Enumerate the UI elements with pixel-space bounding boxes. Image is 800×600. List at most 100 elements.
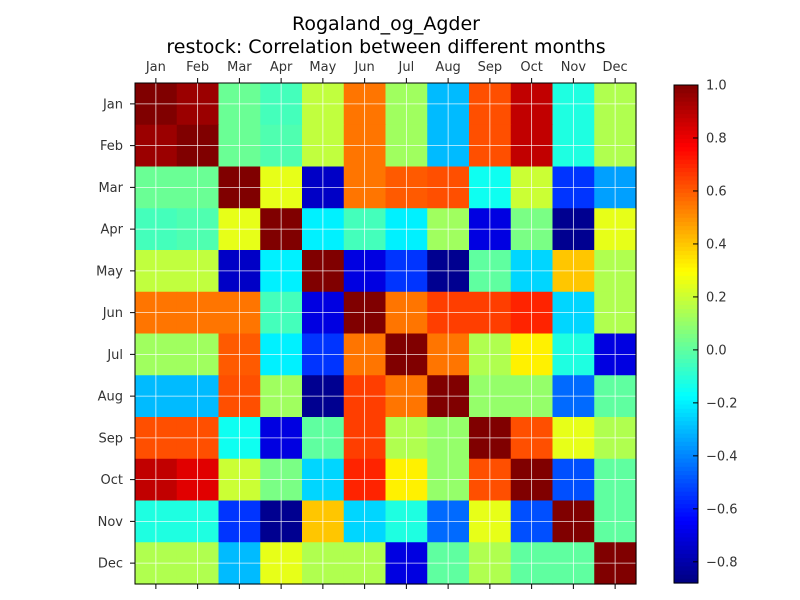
colorbar-tick-label: 0.0: [706, 343, 727, 358]
colorbar-segment: [674, 387, 698, 393]
colorbar-segment: [674, 267, 698, 273]
colorbar-segment: [674, 101, 698, 107]
colorbar-segment: [674, 475, 698, 480]
y-tick-label: May: [96, 264, 123, 279]
colorbar-segment: [674, 334, 698, 339]
colorbar-tick-label: −0.6: [706, 502, 738, 517]
colorbar-tick-label: 0.8: [706, 131, 727, 146]
y-tick-label: Sep: [98, 431, 123, 446]
colorbar-segment: [674, 454, 698, 460]
colorbar-segment: [674, 549, 698, 555]
colorbar-segment: [674, 217, 698, 223]
colorbar-tick-label: −0.8: [706, 555, 738, 570]
colorbar-tick-label: 0.6: [706, 184, 727, 199]
colorbar-segment: [674, 441, 698, 447]
colorbar-segment: [674, 396, 698, 401]
colorbar-segment: [674, 309, 698, 314]
colorbar-segment: [674, 251, 698, 256]
colorbar-segment: [674, 213, 698, 219]
colorbar-segment: [674, 529, 698, 534]
colorbar-segment: [674, 255, 698, 260]
colorbar-segment: [674, 184, 698, 190]
colorbar-segment: [674, 338, 698, 343]
colorbar-segment: [674, 176, 698, 182]
colorbar-segment: [674, 134, 698, 140]
colorbar-segment: [674, 163, 698, 169]
colorbar-segment: [674, 259, 698, 265]
colorbar-segment: [674, 89, 698, 94]
x-tick-label: May: [309, 60, 336, 75]
colorbar-segment: [674, 105, 698, 111]
y-tick-label: Mar: [98, 181, 123, 196]
colorbar-segment: [674, 159, 698, 165]
colorbar-segment: [674, 238, 698, 244]
colorbar-segment: [674, 296, 698, 302]
colorbar-segment: [674, 221, 698, 227]
x-tick-label: Feb: [186, 60, 209, 75]
colorbar-segment: [674, 483, 698, 489]
colorbar-segment: [674, 462, 698, 468]
colorbar-segment: [674, 433, 698, 439]
y-tick-label: Jun: [102, 306, 123, 321]
colorbar-segment: [674, 321, 698, 327]
colorbar-segment: [674, 487, 698, 493]
colorbar-segment: [674, 516, 698, 522]
colorbar-segment: [674, 400, 698, 406]
x-tick-label: Jan: [145, 60, 166, 75]
colorbar-segment: [674, 122, 698, 128]
colorbar-tick-label: −0.4: [706, 449, 738, 464]
colorbar-segment: [674, 541, 698, 547]
chart-title: Rogaland_og_Agder: [292, 13, 480, 35]
colorbar-segment: [674, 292, 698, 298]
colorbar-segment: [674, 545, 698, 551]
colorbar-segment: [674, 234, 698, 240]
x-tick-label: Mar: [227, 60, 252, 75]
colorbar-segment: [674, 363, 698, 368]
colorbar-segment: [674, 130, 698, 136]
colorbar-segment: [674, 562, 698, 567]
x-tick-label: Aug: [435, 60, 460, 75]
colorbar-segment: [674, 404, 698, 410]
colorbar-segment: [674, 408, 698, 414]
colorbar: 1.0 0.8 0.6 0.4 0.2 0.0 −0.2 −0.4 −0.6 −0.8: [673, 79, 738, 584]
y-tick-label: Jan: [102, 97, 123, 112]
y-tick-label: Jul: [106, 348, 123, 363]
colorbar-segment: [674, 172, 698, 177]
x-tick-label: Jun: [353, 60, 374, 75]
colorbar-segment: [674, 138, 698, 144]
colorbar-segment: [674, 354, 698, 360]
x-tick-label: Sep: [478, 60, 503, 75]
colorbar-segment: [674, 180, 698, 186]
colorbar-segment: [674, 520, 698, 526]
colorbar-segment: [674, 109, 698, 115]
colorbar-segment: [674, 470, 698, 476]
colorbar-segment: [674, 209, 698, 215]
colorbar-segment: [674, 263, 698, 269]
colorbar-segment: [674, 126, 698, 132]
colorbar-segment: [674, 367, 698, 372]
colorbar-segment: [674, 437, 698, 443]
colorbar-segment: [674, 329, 698, 335]
colorbar-segment: [674, 533, 698, 538]
colorbar-tick-label: −0.2: [706, 396, 738, 411]
colorbar-segment: [674, 275, 698, 281]
x-tick-label: Jul: [398, 60, 415, 75]
colorbar-segment: [674, 197, 698, 202]
colorbar-segment: [674, 358, 698, 364]
colorbar-segment: [674, 566, 698, 572]
colorbar-segment: [674, 192, 698, 198]
colorbar-segment: [674, 458, 698, 464]
colorbar-segment: [674, 168, 698, 173]
colorbar-segment: [674, 304, 698, 310]
colorbar-segment: [674, 512, 698, 518]
colorbar-segment: [674, 553, 698, 559]
colorbar-segment: [674, 271, 698, 277]
y-tick-label: Oct: [101, 473, 123, 488]
colorbar-segment: [674, 371, 698, 377]
colorbar-segment: [674, 466, 698, 472]
colorbar-tick-label: 1.0: [706, 79, 727, 94]
colorbar-segment: [674, 375, 698, 381]
colorbar-segment: [674, 118, 698, 123]
y-tick-label: Aug: [98, 390, 123, 405]
colorbar-segment: [674, 155, 698, 161]
